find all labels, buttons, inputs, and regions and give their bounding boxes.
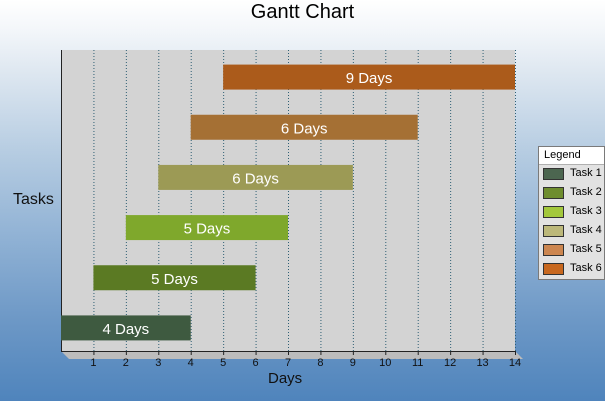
task-bar (61, 315, 191, 341)
legend-swatch (543, 263, 564, 275)
x-tick-label: 2 (123, 357, 129, 369)
legend-items: Task 1 Task 2 Task 3 Task 4 Task 5 Task 6 (539, 165, 604, 279)
task-bar (158, 164, 353, 190)
task-bar-label: 6 Days (232, 170, 279, 187)
task-bar (125, 215, 288, 241)
legend-label: Task 3 (570, 205, 602, 217)
x-tick-label: 5 (220, 357, 226, 369)
y-axis-label: Tasks (13, 191, 54, 208)
x-tick-label: 9 (350, 357, 356, 369)
task-bar-label: 6 Days (281, 120, 328, 137)
x-tick-label: 12 (444, 357, 456, 369)
x-tick-label: 13 (476, 357, 488, 369)
x-tick-label: 7 (285, 357, 291, 369)
legend-item: Task 3 (539, 203, 604, 222)
legend-label: Task 2 (570, 186, 602, 198)
task-bar-label: 5 Days (151, 271, 198, 288)
legend-item: Task 6 (539, 260, 604, 279)
legend-swatch (543, 244, 564, 256)
chart-title: Gantt Chart (250, 1, 355, 23)
x-tick-label: 11 (412, 357, 423, 369)
x-tick-label: 10 (379, 357, 391, 369)
task-bar-label: 5 Days (184, 221, 231, 238)
legend: Legend Task 1 Task 2 Task 3 Task 4 Task 5 Tas… (538, 146, 605, 280)
task-bar (190, 114, 418, 140)
x-tick-label: 3 (155, 357, 161, 369)
plot-floor (61, 351, 523, 359)
legend-swatch (543, 168, 564, 180)
x-axis-label: Days (268, 370, 303, 387)
x-tick-label: 8 (317, 357, 323, 369)
legend-swatch (543, 187, 564, 199)
x-tick-label: 6 (253, 357, 259, 369)
x-tick-label: 4 (188, 357, 194, 369)
legend-swatch (543, 206, 564, 218)
legend-item: Task 1 (539, 165, 604, 184)
legend-label: Task 6 (570, 262, 602, 274)
x-tick-label: 14 (509, 357, 521, 369)
task-bar (223, 64, 515, 90)
legend-title: Legend (539, 147, 604, 165)
task-bar (93, 265, 256, 291)
legend-item: Task 4 (539, 222, 604, 241)
legend-item: Task 5 (539, 241, 604, 260)
task-bar-label: 9 Days (346, 70, 393, 87)
plot-area (61, 50, 523, 359)
legend-label: Task 5 (570, 243, 602, 255)
x-tick-labels: 1 2 3 4 5 6 7 8 9 10 11 12 13 14 (90, 357, 521, 369)
legend-item: Task 2 (539, 184, 604, 203)
grid-lines (93, 50, 516, 351)
legend-label: Task 4 (570, 224, 602, 236)
legend-label: Task 1 (570, 167, 602, 179)
axes (61, 50, 516, 355)
task-bars: 4 Days 5 Days 5 Days 6 Days 6 Days 9 Days (61, 64, 515, 341)
task-bar-label: 4 Days (103, 321, 150, 338)
legend-swatch (543, 225, 564, 237)
x-tick-label: 1 (90, 357, 96, 369)
